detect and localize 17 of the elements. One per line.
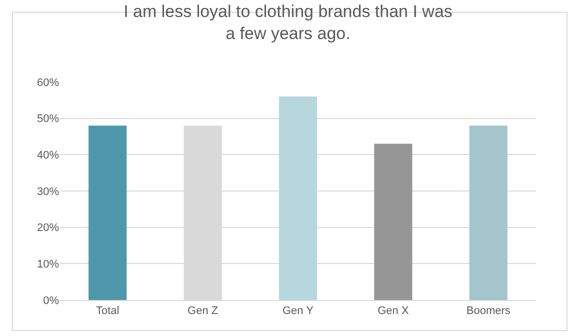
y-tick-label: 20% bbox=[36, 222, 60, 234]
x-tick-label: Gen Z bbox=[188, 305, 218, 318]
y-tick-label: 10% bbox=[36, 258, 60, 271]
x-tick-label: Boomers bbox=[466, 305, 511, 318]
bar bbox=[469, 126, 508, 300]
y-tick-label: 50% bbox=[36, 113, 60, 126]
x-tick-label: Total bbox=[96, 305, 120, 318]
y-tick-label: 30% bbox=[36, 186, 60, 198]
y-tick-label: 40% bbox=[36, 150, 60, 162]
x-tick-label: Gen X bbox=[378, 305, 410, 318]
bar bbox=[278, 96, 318, 300]
bar bbox=[88, 126, 127, 300]
y-tick-label: 60% bbox=[36, 76, 60, 89]
bar bbox=[374, 144, 412, 300]
chart-title: I am less loyal to clothing brands than I was a few years ago. bbox=[124, 2, 452, 43]
x-tick-label: Gen Y bbox=[282, 305, 314, 318]
y-tick-label: 0% bbox=[43, 294, 60, 307]
